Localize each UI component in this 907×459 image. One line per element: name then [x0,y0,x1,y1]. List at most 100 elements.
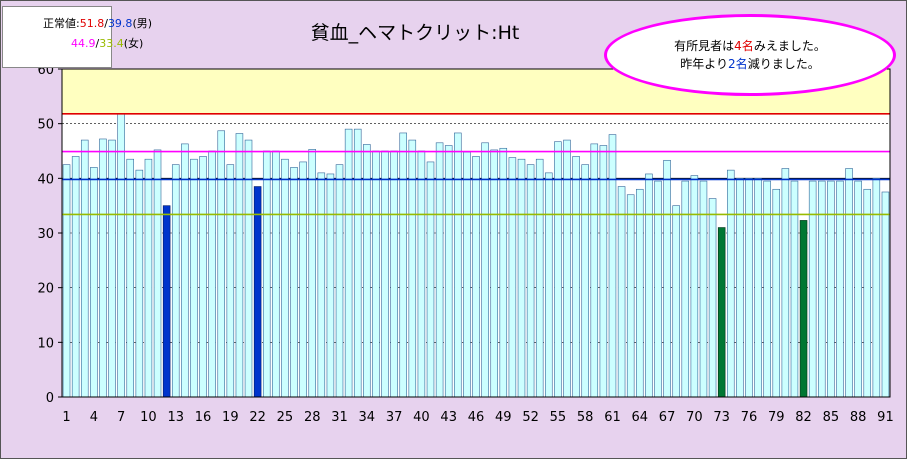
y-tick-label: 10 [37,336,54,351]
bar [872,178,881,398]
x-tick-label: 58 [577,410,594,425]
x-tick-label: 7 [117,410,125,425]
x-tick-label: 40 [413,410,430,425]
x-tick-label: 91 [877,410,894,425]
bar [417,150,426,398]
bar [144,158,153,398]
chart-title: 貧血_ヘマトクリット:Ht [310,22,520,44]
bar [62,164,71,398]
x-tick-label: 31 [331,410,348,425]
bar [681,180,690,398]
y-tick-label: 50 [37,118,54,133]
bar [463,151,471,398]
x-tick-label: 61 [604,410,621,425]
bar [226,164,235,398]
bar [472,156,480,398]
bar [736,178,744,398]
bar [80,139,89,398]
y-tick-label: 40 [37,172,54,187]
bar [754,178,762,398]
bar [699,180,708,398]
bar [444,145,453,398]
bar [645,173,653,398]
bar [845,168,853,398]
bar [435,142,444,398]
x-tick-label: 85 [823,410,840,425]
x-tick-label: 13 [167,410,184,425]
x-tick-label: 16 [195,410,212,425]
x-tick-label: 82 [795,410,812,425]
bar [199,156,207,398]
x-tick-label: 1 [62,410,70,425]
callout-diff: 2名 [728,57,748,71]
bar [290,167,298,398]
bar [208,150,216,398]
normal-value-legend: 正常値:51.8/39.8(男) 44.9/33.4(女) [2,6,152,68]
bar [617,186,626,398]
bar [636,188,644,398]
callout-line-2: 昨年より2名減りました。 [680,57,820,71]
bar [672,205,680,398]
bar [90,167,98,398]
x-tick-label: 19 [222,410,239,425]
bar [763,180,771,398]
bar [162,205,171,398]
bar [535,158,544,398]
bar [790,180,799,398]
bar [372,150,380,398]
bar [181,143,189,398]
bar [381,150,389,398]
legend-slash: / [104,17,108,30]
x-tick-label: 76 [741,410,758,425]
bar [590,143,599,398]
bar [235,133,244,398]
bar [117,113,125,398]
bar [654,180,662,398]
bar [545,172,553,398]
bar [490,149,498,398]
bar [881,191,890,398]
bar [363,144,371,398]
bar [262,150,271,398]
bar [299,161,307,398]
bar [190,158,198,398]
y-tick-label: 30 [37,227,54,242]
callout-count: 4名 [734,39,754,53]
x-tick-label: 49 [495,410,512,425]
bar [808,180,817,398]
bar [772,188,781,398]
legend-normal-label: 正常値: [43,17,80,30]
bar [690,175,699,398]
bar [508,157,517,398]
bar [344,128,353,398]
bar [454,132,462,398]
findings-callout: 有所見者は4名みえました。 昨年より2名減りました。 [604,14,896,96]
x-tick-label: 4 [90,410,98,425]
bar [599,145,608,398]
bar [99,138,107,398]
legend-male-label: (男) [132,17,153,30]
x-tick-label: 67 [659,410,676,425]
x-tick-label: 73 [713,410,730,425]
bar [326,173,335,398]
bar [836,180,844,398]
y-tick-label: 20 [37,282,54,297]
bar [781,168,790,398]
x-tick-label: 70 [686,410,703,425]
y-tick-label: 0 [46,391,54,406]
bar [244,139,253,398]
bar [253,186,262,398]
bar [745,178,753,398]
bar [572,156,580,398]
x-tick-label: 46 [468,410,485,425]
x-tick-label: 43 [440,410,457,425]
bar [626,194,635,398]
bar [799,220,808,398]
x-tick-label: 37 [386,410,403,425]
bar [135,169,144,398]
legend-female-lower: 33.4 [99,37,124,50]
bar [563,139,571,398]
bar [854,180,862,398]
x-tick-label: 22 [249,410,266,425]
bar [272,150,280,398]
